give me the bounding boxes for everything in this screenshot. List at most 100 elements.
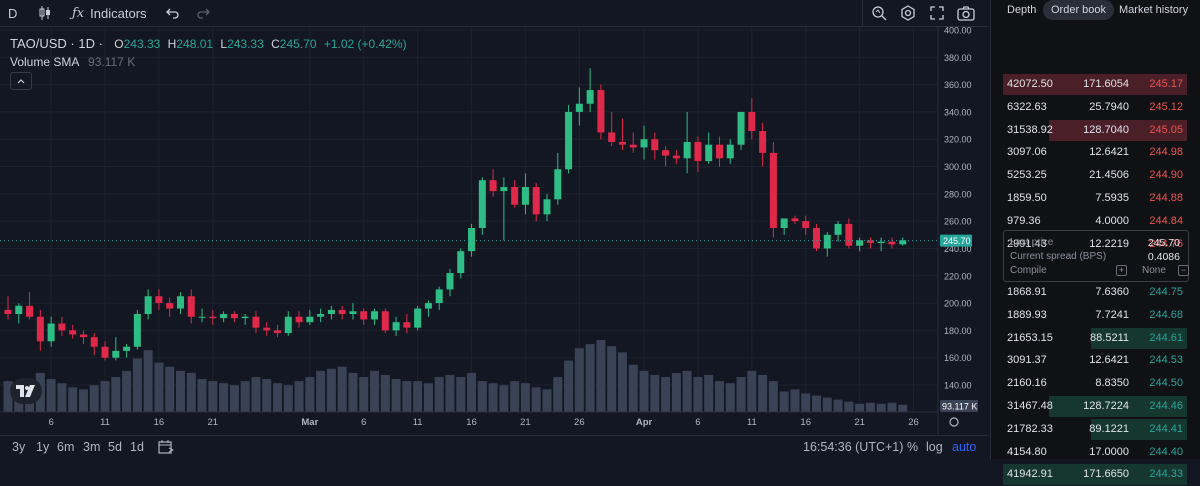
- bid-row[interactable]: 41942.91 171.6650 244.33: [1003, 464, 1187, 486]
- bid-row[interactable]: 2160.16 8.8350 244.50: [1003, 373, 1187, 395]
- bid-row[interactable]: 21782.33 89.1221 244.41: [1003, 418, 1187, 441]
- ask-row[interactable]: 5253.25 21.4506 244.90: [1003, 165, 1187, 187]
- volume-bar: [165, 366, 175, 412]
- order-amount: 128.7040: [1083, 123, 1129, 136]
- order-size: 4154.80: [1007, 445, 1047, 458]
- minus-icon[interactable]: −: [1178, 265, 1189, 276]
- candle-body: [123, 346, 131, 351]
- order-price: 244.84: [1149, 214, 1183, 227]
- volume-sma-label: 93.117 K: [942, 402, 977, 412]
- candle-body: [424, 303, 432, 309]
- bid-row[interactable]: 1868.91 7.6360 244.75: [1003, 282, 1187, 304]
- ask-row[interactable]: 31538.92 128.7040 245.05: [1003, 119, 1187, 142]
- chart-panel[interactable]: 400.00 380.00 360.00 340.00 320.00 300.00 280.…: [0, 0, 988, 459]
- order-price: 244.33: [1149, 468, 1183, 481]
- order-price: 244.90: [1149, 169, 1183, 182]
- auto-toggle[interactable]: auto: [952, 440, 977, 454]
- volume-bar: [326, 368, 336, 412]
- symbol-button[interactable]: D: [8, 0, 17, 26]
- volume-bar: [812, 395, 821, 412]
- redo-icon[interactable]: [196, 0, 210, 26]
- ask-row[interactable]: 42072.50 171.6054 245.17: [1003, 74, 1187, 96]
- candle-body: [209, 316, 217, 319]
- candle-body: [478, 180, 486, 228]
- undo-icon[interactable]: [166, 0, 180, 26]
- clock-time[interactable]: 16:54:36 (UTC+1): [803, 440, 904, 454]
- candle-body: [618, 141, 626, 145]
- volume-bar: [208, 381, 218, 412]
- tradingview-logo-icon[interactable]: [10, 378, 42, 404]
- quick-search-icon[interactable]: [862, 0, 887, 26]
- ask-row[interactable]: 6322.63 25.7940 245.12: [1003, 97, 1187, 119]
- y-tick-label: 160.00: [944, 353, 972, 363]
- legend-symbol[interactable]: TAO/USD · 1D ·: [10, 36, 103, 51]
- order-price: 244.41: [1149, 422, 1183, 435]
- legend-c-label: C: [271, 37, 280, 51]
- candle-body: [47, 323, 55, 342]
- range-5d[interactable]: 5d: [108, 440, 122, 454]
- camera-icon[interactable]: [957, 0, 975, 26]
- ask-row[interactable]: 2991.43 12.2219 244.76: [1003, 234, 1187, 256]
- plus-icon[interactable]: +: [1116, 265, 1127, 276]
- price-chart[interactable]: 400.00 380.00 360.00 340.00 320.00 300.00 280.…: [0, 0, 988, 459]
- fullscreen-icon[interactable]: [930, 0, 944, 26]
- calendar-icon[interactable]: [158, 439, 175, 457]
- candle-body: [888, 241, 896, 245]
- candles-icon[interactable]: [37, 0, 53, 26]
- order-amount: 171.6054: [1083, 78, 1129, 90]
- candle-body: [856, 240, 864, 246]
- bid-row[interactable]: 1889.93 7.7241 244.68: [1003, 305, 1187, 327]
- tab-market-history[interactable]: Market history: [1119, 4, 1189, 16]
- chevron-up-icon: [17, 79, 25, 84]
- spread-value: 0.4086: [1147, 251, 1180, 263]
- legend-change: +1.02 (+0.42%): [323, 37, 407, 51]
- depth-bar: [1003, 74, 1187, 95]
- volume-bar: [596, 340, 606, 412]
- ask-row[interactable]: 979.36 4.0000 244.84: [1003, 211, 1187, 233]
- candle-body: [500, 187, 508, 192]
- log-toggle[interactable]: log: [926, 440, 943, 454]
- bid-row[interactable]: 21653.15 88.5211 244.61: [1003, 327, 1187, 350]
- candle-body: [748, 111, 756, 132]
- tab-depth[interactable]: Depth: [1007, 4, 1037, 16]
- volume-bar: [650, 374, 660, 412]
- order-amount: 12.6421: [1089, 354, 1129, 367]
- range-3m[interactable]: 3m: [83, 440, 101, 454]
- volume-bar: [671, 372, 681, 412]
- candle-body: [58, 323, 66, 331]
- collapse-legend-button[interactable]: [10, 72, 32, 90]
- settings-icon[interactable]: [900, 0, 916, 26]
- range-6m[interactable]: 6m: [57, 440, 75, 454]
- volume-bar: [305, 377, 315, 412]
- order-price: 245.12: [1149, 100, 1183, 113]
- range-1d[interactable]: 1d: [130, 440, 144, 454]
- order-size: 1868.91: [1007, 286, 1047, 298]
- volume-bar: [348, 372, 358, 412]
- range-1y[interactable]: 1y: [36, 440, 50, 454]
- volume-bar: [682, 370, 692, 412]
- ask-row[interactable]: 3097.06 12.6421 244.98: [1003, 142, 1187, 164]
- y-tick-label: 260.00: [944, 217, 972, 227]
- volume-bar: [865, 402, 875, 412]
- bid-row[interactable]: 31467.48 128.7224 244.46: [1003, 396, 1187, 418]
- tab-order-book[interactable]: Order book: [1043, 0, 1115, 20]
- candle-body: [608, 132, 616, 142]
- indicators-button[interactable]: ƒx Indicators: [72, 0, 147, 26]
- x-tick-label: 16: [466, 417, 477, 428]
- range-3y[interactable]: 3y: [12, 440, 26, 454]
- candle-body: [392, 322, 400, 331]
- percent-toggle[interactable]: %: [907, 440, 919, 454]
- volume-legend[interactable]: Volume SMA 93.117 K: [10, 55, 135, 69]
- candle-body: [133, 314, 141, 347]
- ask-row[interactable]: 1859.50 7.5935 244.88: [1003, 188, 1187, 210]
- spread-label: Current spread (BPS): [1010, 251, 1107, 262]
- candle-body: [403, 322, 411, 328]
- order-price: 244.76: [1149, 237, 1183, 250]
- bid-row[interactable]: 4154.80 17.0000 244.40: [1003, 442, 1187, 464]
- volume-bar: [736, 377, 746, 412]
- volume-bar: [89, 385, 99, 412]
- bid-row[interactable]: 3091.37 12.6421 244.53: [1003, 350, 1187, 372]
- volume-bar: [574, 348, 584, 412]
- volume-bar: [175, 370, 185, 412]
- legend-l-value: 243.33: [227, 37, 264, 51]
